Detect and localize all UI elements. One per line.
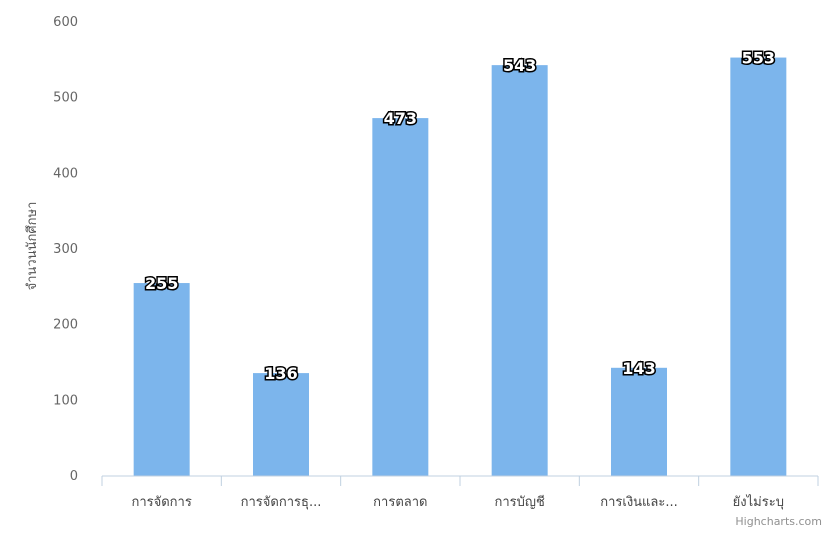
bar[interactable] — [491, 65, 548, 476]
y-axis-tick-labels: 0 100 200 300 400 500 600 — [53, 15, 78, 484]
y-tick-label: 400 — [53, 166, 78, 181]
x-axis-ticks — [101, 476, 819, 486]
data-labels: 255 136 473 543 143 553 — [143, 47, 776, 385]
x-category-label: การเงินและ... — [600, 495, 678, 510]
y-tick-label: 500 — [53, 91, 78, 106]
data-label: 143 — [622, 359, 655, 378]
x-axis-category-labels: การจัดการ การจัดการธุ... การตลาด การบัญชี กา… — [131, 494, 784, 510]
bar[interactable] — [730, 57, 787, 477]
data-label: 543 — [503, 56, 536, 75]
data-label: 553 — [742, 49, 775, 68]
y-axis-title: จำนวนนักศึกษา — [25, 202, 40, 291]
x-category-label: ยังไม่ระบุ — [733, 494, 784, 510]
y-tick-label: 100 — [53, 393, 78, 408]
bar[interactable] — [372, 118, 429, 476]
data-label: 473 — [384, 109, 417, 128]
data-label: 136 — [264, 364, 297, 383]
bar[interactable] — [253, 373, 309, 476]
y-tick-label: 0 — [70, 469, 78, 484]
y-tick-label: 200 — [53, 318, 78, 333]
bar-series — [133, 57, 787, 477]
bar[interactable] — [611, 367, 667, 476]
bar[interactable] — [133, 283, 190, 476]
x-category-label: การจัดการ — [131, 495, 191, 510]
y-tick-label: 600 — [53, 15, 78, 30]
credits-link[interactable]: Highcharts.com — [735, 515, 822, 528]
data-label: 255 — [145, 274, 178, 293]
x-category-label: การจัดการธุ... — [241, 495, 322, 510]
x-category-label: การตลาด — [373, 495, 427, 510]
x-category-label: การบัญชี — [495, 494, 545, 510]
y-tick-label: 300 — [53, 242, 78, 257]
